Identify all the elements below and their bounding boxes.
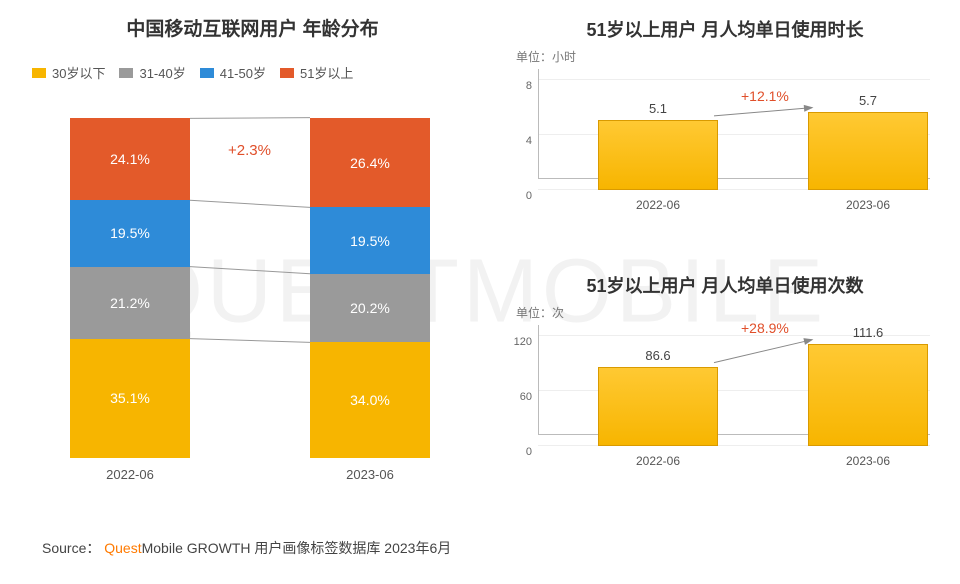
source-line: Source： QuestMobile GROWTH 用户画像标签数据库 202… [42, 538, 451, 558]
legend: 30岁以下 31-40岁 41-50岁 51岁以上 [30, 63, 475, 82]
right-top-plot: 0485.12022-065.72023-06+12.1% [510, 69, 940, 214]
legend-swatch [119, 68, 133, 78]
legend-item: 30岁以下 [32, 63, 105, 82]
stacked-bar: 35.1%21.2%19.5%24.1% [70, 118, 190, 458]
right-bottom-plot: 06012086.62022-06111.62023-06+28.9% [510, 325, 940, 470]
brand-mobile: Mobile [142, 540, 187, 556]
bar-segment: 21.2% [70, 267, 190, 339]
legend-item: 51岁以上 [280, 63, 353, 82]
bar-segment: 24.1% [70, 118, 190, 200]
bar-segment: 20.2% [310, 274, 430, 343]
stacked-bar-plot: +2.3% 35.1%21.2%19.5%24.1%2022-0634.0%20… [30, 112, 475, 482]
stacked-bar: 34.0%20.2%19.5%26.4% [310, 118, 430, 458]
bar-segment: 19.5% [310, 207, 430, 273]
x-axis-label: 2023-06 [310, 467, 430, 482]
right-top-unit: 单位：小时 [510, 48, 940, 65]
bar-segment: 26.4% [310, 118, 430, 208]
left-chart-title: 中国移动互联网用户 年龄分布 [30, 14, 475, 41]
brand-quest: Quest [104, 540, 141, 556]
right-bottom-unit: 单位：次 [510, 304, 940, 321]
delta-arrow [510, 325, 940, 470]
source-prefix: Source： [42, 540, 100, 556]
delta-arrow [510, 69, 940, 214]
chart-layout: 中国移动互联网用户 年龄分布 30岁以下 31-40岁 41-50岁 51岁以上 +2… [0, 0, 960, 584]
right-bottom-chart: 51岁以上用户 月人均单日使用次数 单位：次 06012086.62022-06… [510, 272, 940, 470]
legend-swatch [200, 68, 214, 78]
delta-label: +28.9% [741, 320, 789, 336]
legend-item: 31-40岁 [119, 63, 185, 82]
legend-label: 51岁以上 [300, 63, 353, 82]
source-suffix: GROWTH 用户画像标签数据库 2023年6月 [187, 540, 451, 556]
legend-label: 31-40岁 [139, 63, 185, 82]
legend-swatch [32, 68, 46, 78]
legend-label: 41-50岁 [220, 63, 266, 82]
bar-segment: 34.0% [310, 342, 430, 458]
bar-segment: 35.1% [70, 339, 190, 458]
right-bottom-title: 51岁以上用户 月人均单日使用次数 [510, 272, 940, 298]
delta-label-left: +2.3% [228, 142, 271, 159]
legend-label: 30岁以下 [52, 63, 105, 82]
right-top-chart: 51岁以上用户 月人均单日使用时长 单位：小时 0485.12022-065.7… [510, 16, 940, 214]
right-top-title: 51岁以上用户 月人均单日使用时长 [510, 16, 940, 42]
bar-segment: 19.5% [70, 200, 190, 266]
legend-item: 41-50岁 [200, 63, 266, 82]
delta-label: +12.1% [741, 88, 789, 104]
x-axis-label: 2022-06 [70, 467, 190, 482]
left-chart: 中国移动互联网用户 年龄分布 30岁以下31-40岁41-50岁51岁以上 +2… [30, 14, 475, 82]
legend-swatch [280, 68, 294, 78]
